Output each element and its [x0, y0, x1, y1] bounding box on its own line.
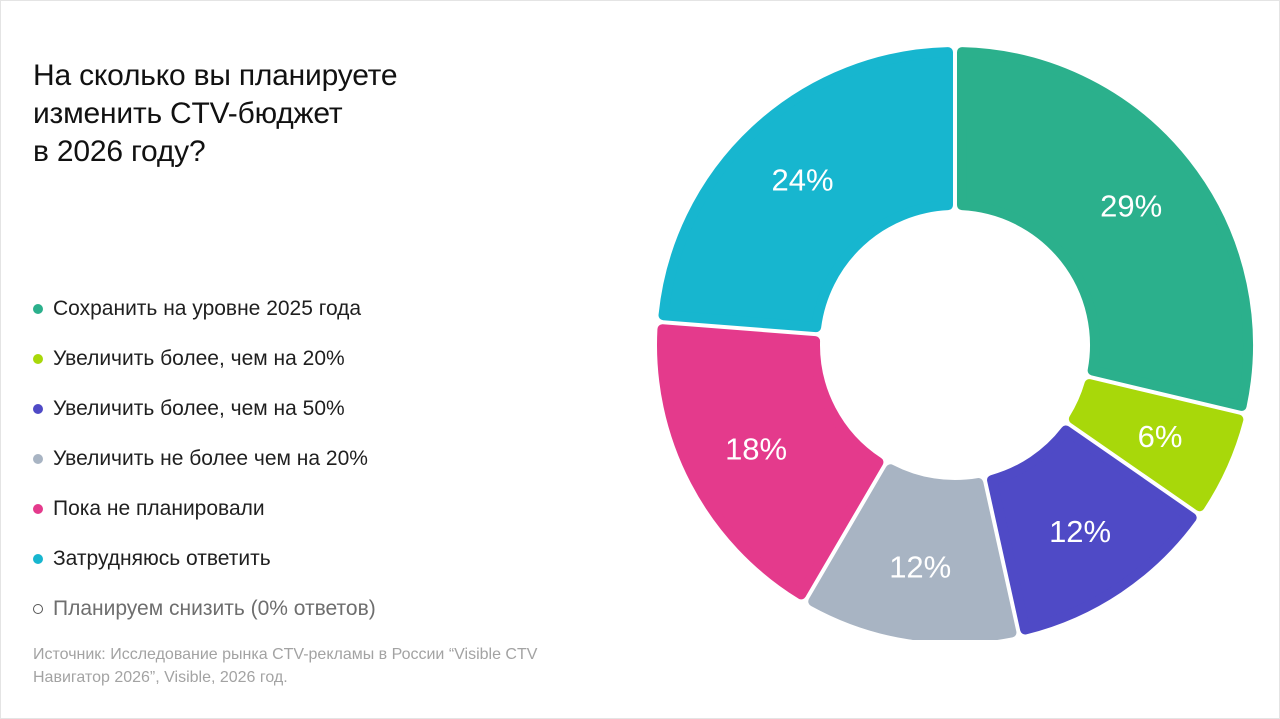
- donut-slice: [956, 47, 1253, 411]
- slice-value-label: 6%: [1138, 419, 1183, 454]
- legend-item: Сохранить на уровне 2025 года: [33, 284, 376, 334]
- slice-value-label: 12%: [889, 549, 951, 584]
- slice-value-label: 29%: [1100, 188, 1162, 223]
- legend-dot: [33, 504, 43, 514]
- legend-item: Затрудняюсь ответить: [33, 534, 376, 584]
- source-line: Источник: Исследование рынка CTV-рекламы…: [33, 646, 538, 663]
- title-line: в 2026 году?: [33, 135, 206, 169]
- legend-item: Увеличить более, чем на 50%: [33, 384, 376, 434]
- legend-label: Увеличить не более чем на 20%: [53, 447, 368, 470]
- donut-chart: 29% 6% 12% 12% 18% 24%: [657, 47, 1253, 640]
- legend-item: Пока не планировали: [33, 484, 376, 534]
- legend-label: Увеличить более, чем на 20%: [53, 347, 345, 370]
- legend-label: Пока не планировали: [53, 497, 265, 520]
- legend-item: Увеличить более, чем на 20%: [33, 334, 376, 384]
- legend-dot: [33, 354, 43, 364]
- source-line: Навигатор 2026”, Visible, 2026 год.: [33, 669, 288, 686]
- donut-slice: [808, 464, 1017, 640]
- legend-label: Увеличить более, чем на 50%: [53, 397, 345, 420]
- source-note: Источник: Исследование рынка CTV-рекламы…: [33, 643, 673, 689]
- legend: Сохранить на уровне 2025 года Увеличить …: [33, 284, 376, 634]
- donut-slice: [987, 425, 1197, 635]
- legend-item: Увеличить не более чем на 20%: [33, 434, 376, 484]
- title-line: изменить CTV-бюджет: [33, 97, 343, 131]
- chart-title: На сколько вы планируете изменить CTV-бю…: [33, 57, 553, 171]
- legend-label: Планируем снизить (0% ответов): [53, 597, 376, 620]
- slice-value-label: 24%: [772, 163, 834, 198]
- title-line: На сколько вы планируете: [33, 59, 398, 93]
- legend-dot: [33, 454, 43, 464]
- donut-slice: [657, 324, 884, 600]
- legend-label: Затрудняюсь ответить: [53, 547, 271, 570]
- legend-dot: [33, 404, 43, 414]
- legend-item: Планируем снизить (0% ответов): [33, 584, 376, 634]
- slice-value-label: 12%: [1049, 514, 1111, 549]
- legend-dot-hollow: [33, 604, 43, 614]
- legend-label: Сохранить на уровне 2025 года: [53, 297, 362, 320]
- legend-dot: [33, 304, 43, 314]
- slice-value-label: 18%: [725, 432, 787, 467]
- legend-dot: [33, 554, 43, 564]
- donut-slice: [658, 47, 954, 333]
- donut-slice: [1068, 379, 1244, 512]
